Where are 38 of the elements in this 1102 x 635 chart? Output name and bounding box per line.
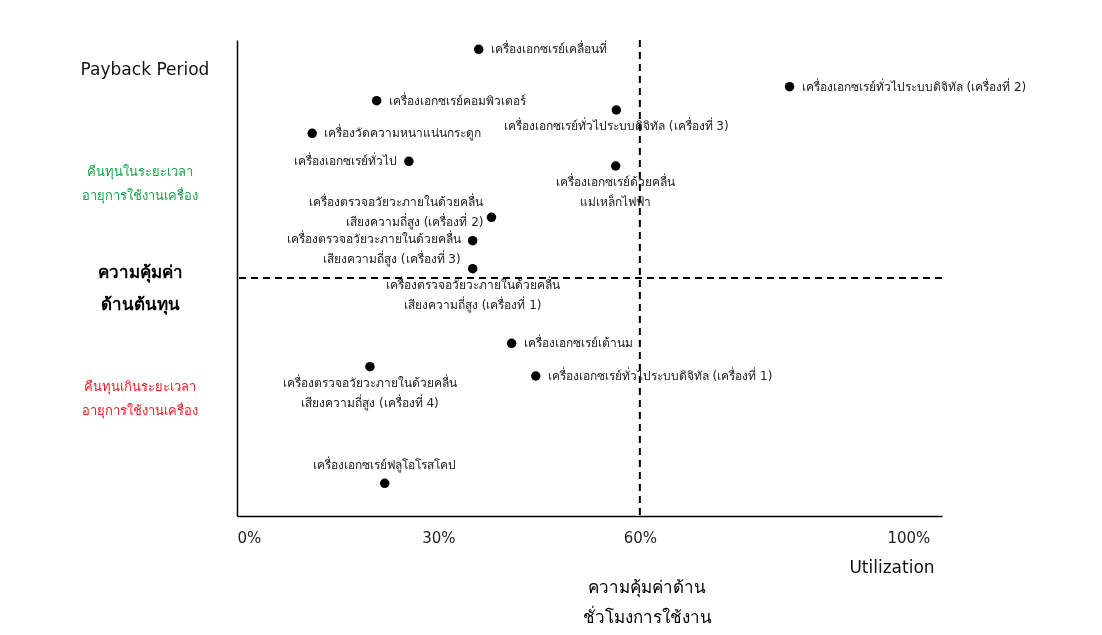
point [506,338,517,349]
text: คืนทุนในระยะเวลา อายุการใช้งานเครื่อง [82,164,198,204]
point [467,235,478,246]
point [365,361,375,372]
annotation: เครื่องตรวจอวัยวะภายในด้วยคลื่น เสียงความถี่สูง (เครื่องที่ 3) [286,229,461,267]
point [467,263,478,274]
annotation: เครื่องตรวจอวัยวะภายในด้วยคลื่น เสียงความถี่สูง (เครื่องที่ 4) [282,373,457,411]
annotation: เครื่องเอกซเรย์ทั่วไประบบดิจิทัล (เครื่องที่ 2) [801,77,1027,94]
point [371,95,382,106]
annotation: เครื่องเอกซเรย์ทั่วไป [293,152,397,169]
y-axis-title: Payback Period [80,59,210,79]
x-tick-label: 60% [623,528,658,547]
x-tick-label: 0% [237,528,262,547]
text: คืนทุนเกินระยะเวลา อายุการใช้งานเครื่อง [82,379,198,419]
point [611,105,622,115]
annotation: เครื่องวัดความหนาแน่นกระดูก [324,124,482,142]
annotation: เครื่องเอกซเรย์เคลื่อนที่ [490,40,607,57]
x-tick-label: 100% [887,528,931,547]
text: ความคุ้มค่า ด้านต้นทุน [97,262,183,315]
text: ความคุ้มค่าด้าน ชั่วโมงการใช้งาน [582,577,712,627]
point [486,212,497,223]
annotation: เครื่องตรวจอวัยวะภายในด้วยคลื่น เสียงความถี่สูง (เครื่องที่ 2) [309,193,484,231]
point [307,128,317,139]
annotation: เครื่องเอกซเรย์คอมพิวเตอร์ [388,91,527,108]
point [531,371,541,381]
point [379,478,390,489]
annotation: เครื่องเอกซเรย์ด้วยคลื่น แม่เหล็กไฟฟ้า [556,173,676,209]
annotation: เครื่องเอกซเรย์ฟลูโอโรสโคป [313,456,457,474]
point [404,156,414,167]
annotation: เครื่องเอกซเรย์เต้านม [523,334,633,351]
annotation: เครื่องเอกซเรย์ทั่วไประบบดิจิทัล (เครื่องที่ 3) [504,117,729,133]
annotation: เครื่องตรวจอวัยวะภายในด้วยคลื่น เสียงความถี่สูง (เครื่องที่ 1) [385,275,560,313]
x-tick-label: 30% [422,528,456,547]
point [473,44,484,55]
point [784,81,795,92]
x-axis-title: Utilization [849,557,935,577]
annotation: เครื่องเอกซเรย์ทั่วไประบบดิจิทัล (เครื่องที่ 1) [547,367,773,383]
point [610,161,621,171]
